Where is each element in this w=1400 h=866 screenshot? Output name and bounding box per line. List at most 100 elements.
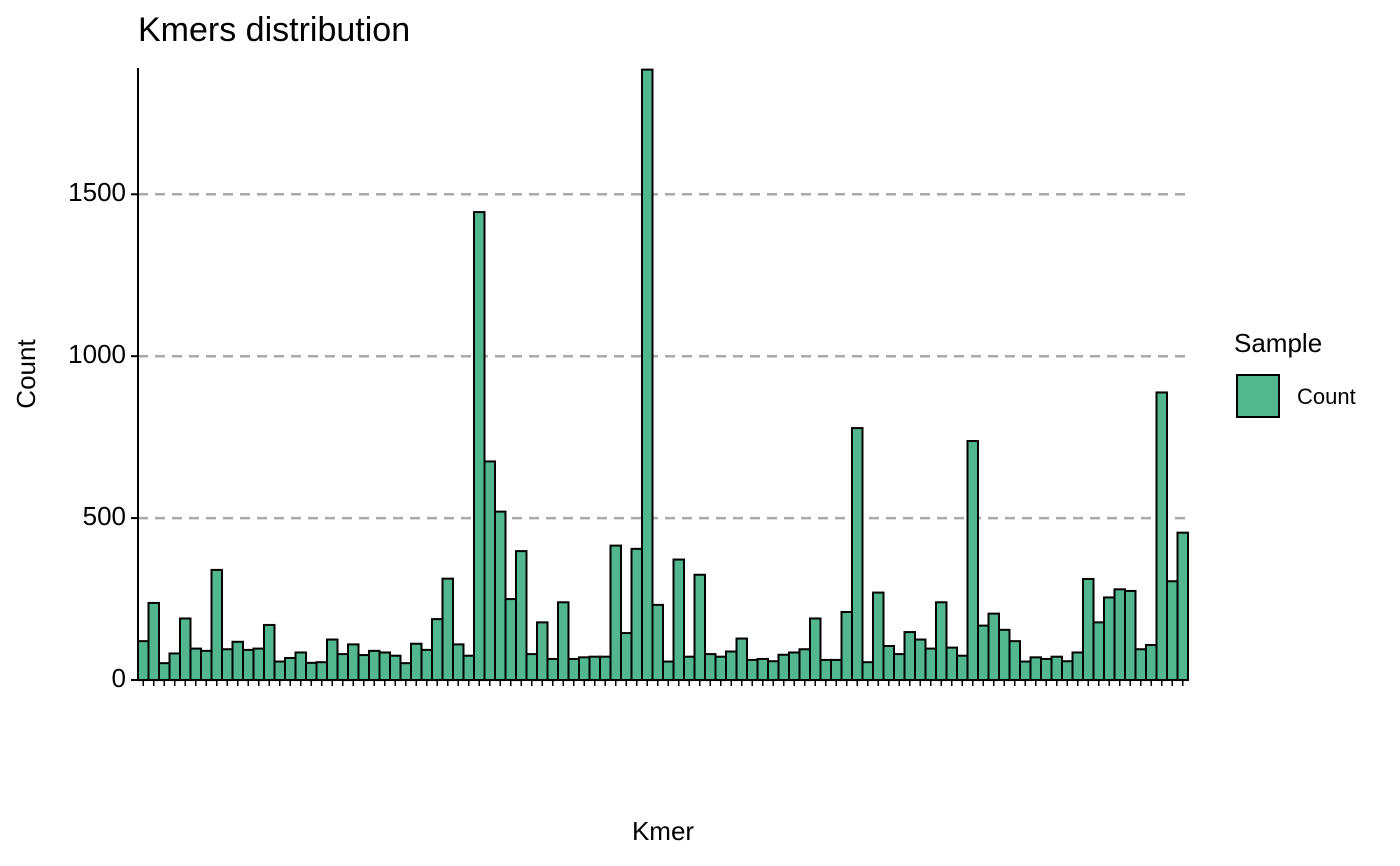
- bar: [1008, 640, 1021, 682]
- bar: [305, 661, 318, 681]
- bar: [578, 656, 591, 681]
- bar: [882, 645, 895, 681]
- bar: [819, 658, 832, 682]
- bar: [704, 653, 717, 681]
- bar: [200, 649, 213, 681]
- bar: [977, 624, 990, 681]
- bar: [347, 643, 360, 682]
- bar: [546, 657, 559, 682]
- bar: [1176, 531, 1189, 682]
- bar: [252, 647, 265, 681]
- bar: [746, 658, 759, 682]
- bar: [494, 510, 507, 681]
- bar: [987, 612, 1000, 681]
- bar: [221, 648, 234, 682]
- bar: [998, 628, 1011, 681]
- bar: [788, 651, 801, 682]
- bar: [189, 647, 202, 681]
- bar: [368, 649, 381, 681]
- bar: [840, 611, 853, 681]
- bar: [1040, 657, 1053, 682]
- bar: [158, 662, 171, 682]
- bar: [420, 648, 433, 682]
- bar: [620, 632, 633, 681]
- bar: [1145, 644, 1158, 681]
- bar: [483, 460, 496, 681]
- bar: [399, 662, 412, 682]
- bar: [914, 638, 927, 681]
- bar: [1050, 655, 1063, 682]
- bar: [210, 568, 223, 682]
- bar: [284, 656, 297, 682]
- y-axis-label: Count: [11, 339, 41, 409]
- bar: [179, 617, 192, 682]
- bar: [903, 631, 916, 681]
- bar: [683, 655, 696, 682]
- bar: [599, 655, 612, 682]
- bar: [441, 577, 454, 682]
- bar: [651, 603, 664, 682]
- bar: [1155, 391, 1168, 681]
- bar: [1092, 621, 1105, 681]
- bar: [536, 621, 549, 681]
- bar: [1134, 648, 1147, 682]
- bar: [1166, 580, 1179, 681]
- bar: [735, 637, 748, 681]
- bar: [756, 657, 769, 682]
- legend-key: [1236, 374, 1280, 418]
- bar: [431, 618, 444, 681]
- bar: [798, 648, 811, 682]
- bar: [294, 651, 307, 682]
- bar: [389, 654, 402, 682]
- bar: [1103, 596, 1116, 682]
- y-tick-label: 0: [112, 663, 126, 693]
- bar: [462, 654, 475, 682]
- bar: [893, 653, 906, 681]
- bar: [326, 638, 339, 681]
- bar: [410, 642, 423, 682]
- bar: [777, 653, 790, 682]
- bar: [557, 601, 570, 681]
- bar: [137, 640, 150, 682]
- bar: [1071, 651, 1084, 682]
- bar: [588, 655, 601, 682]
- bar: [1082, 577, 1095, 682]
- legend-title: Sample: [1234, 328, 1322, 358]
- bar: [525, 653, 538, 681]
- bar: [1061, 660, 1074, 682]
- legend-label: Count: [1297, 384, 1356, 409]
- bar: [168, 652, 181, 682]
- bar: [966, 440, 979, 681]
- bar: [672, 558, 685, 681]
- bar: [1124, 589, 1137, 682]
- bar: [378, 651, 391, 682]
- bar: [861, 661, 874, 682]
- bar: [147, 601, 160, 682]
- bar: [567, 657, 580, 682]
- bar: [714, 655, 727, 682]
- y-tick-label: 1000: [68, 339, 126, 369]
- bar: [725, 650, 738, 681]
- bar: [242, 648, 255, 682]
- chart-title: Kmers distribution: [138, 11, 410, 49]
- bar: [273, 660, 286, 681]
- y-tick-label: 1500: [68, 177, 126, 207]
- bar: [693, 573, 706, 681]
- bar: [872, 591, 885, 681]
- bar: [924, 647, 937, 681]
- bar: [609, 544, 622, 681]
- bar: [935, 601, 948, 681]
- bar: [1029, 656, 1042, 681]
- bar: [956, 654, 969, 682]
- bar: [473, 211, 486, 681]
- bar: [851, 427, 864, 682]
- bar: [357, 654, 370, 681]
- bar: [662, 660, 675, 681]
- bar: [630, 547, 643, 681]
- y-tick-label: 500: [83, 501, 126, 531]
- bar: [452, 643, 465, 682]
- bar: [945, 646, 958, 681]
- bar: [830, 658, 843, 682]
- bar: [641, 68, 654, 682]
